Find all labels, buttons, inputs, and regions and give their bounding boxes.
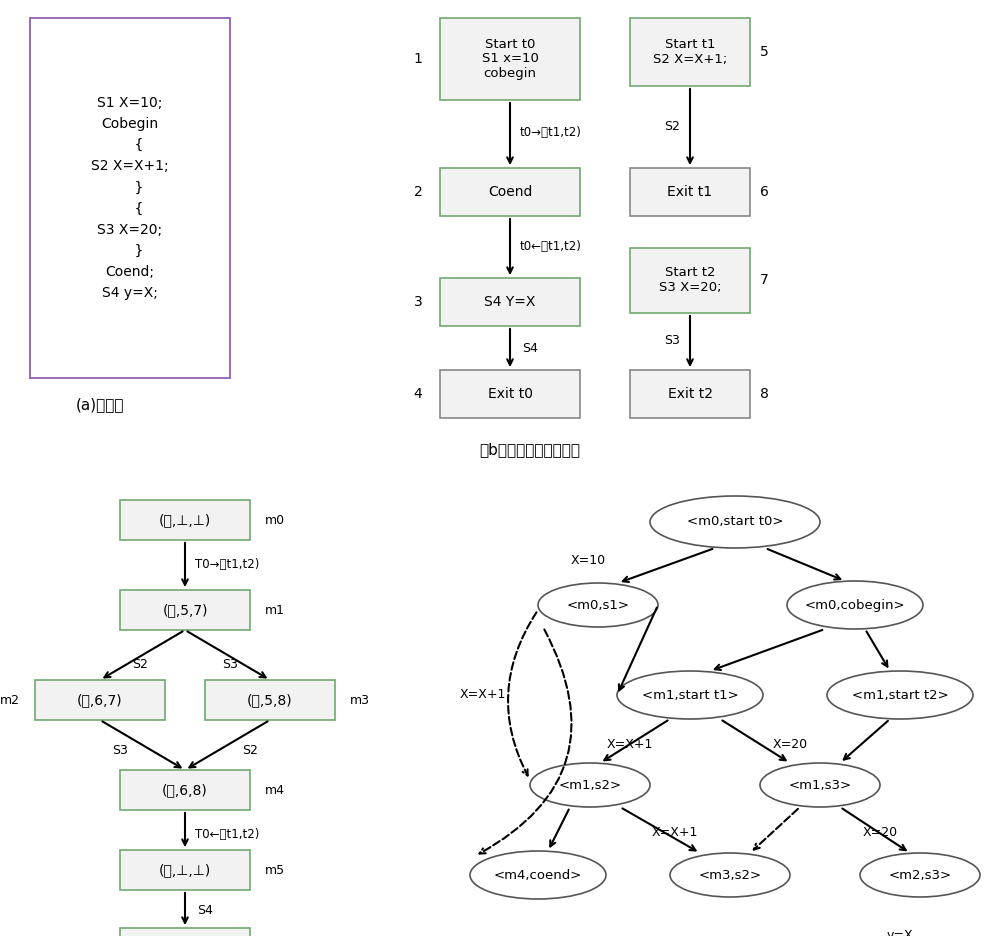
- Text: (２,6,7): (２,6,7): [77, 693, 123, 707]
- Text: S1 X=10;
Cobegin
    {
S2 X=X+1;
    }
    {
S3 X=20;
    }
Coend;
S4 y=X;: S1 X=10; Cobegin { S2 X=X+1; } { S3 X=20…: [91, 95, 169, 300]
- Text: S3: S3: [112, 743, 128, 756]
- Text: S4 Y=X: S4 Y=X: [484, 295, 536, 309]
- Text: Start t2
S3 X=20;: Start t2 S3 X=20;: [659, 267, 721, 295]
- Text: Coend: Coend: [488, 185, 532, 199]
- Text: (１,⊥,⊥): (１,⊥,⊥): [159, 513, 211, 527]
- Ellipse shape: [470, 851, 606, 899]
- Text: 4: 4: [414, 387, 422, 401]
- Text: <m0,cobegin>: <m0,cobegin>: [805, 598, 905, 611]
- Text: <m3,s2>: <m3,s2>: [698, 869, 762, 882]
- FancyBboxPatch shape: [630, 248, 750, 313]
- Text: Exit t1: Exit t1: [667, 185, 713, 199]
- Text: T0←（t1,t2): T0←（t1,t2): [195, 828, 259, 841]
- FancyBboxPatch shape: [120, 590, 250, 630]
- Text: y=X: y=X: [887, 929, 913, 936]
- Text: <m1,s2>: <m1,s2>: [558, 779, 622, 792]
- Text: 3: 3: [414, 295, 422, 309]
- Text: S3: S3: [222, 659, 238, 671]
- FancyBboxPatch shape: [440, 168, 580, 216]
- Text: X=20: X=20: [772, 739, 808, 752]
- Text: S2: S2: [242, 743, 258, 756]
- FancyBboxPatch shape: [35, 680, 165, 720]
- Ellipse shape: [670, 853, 790, 897]
- Text: m2: m2: [0, 694, 20, 707]
- Text: T0→（t1,t2): T0→（t1,t2): [195, 559, 259, 572]
- FancyBboxPatch shape: [120, 500, 250, 540]
- Text: X=X+1: X=X+1: [460, 689, 506, 701]
- Text: <m0,s1>: <m0,s1>: [566, 598, 630, 611]
- Text: <m1,s3>: <m1,s3>: [788, 779, 852, 792]
- Ellipse shape: [650, 496, 820, 548]
- Text: <m2,s3>: <m2,s3>: [888, 869, 952, 882]
- Text: (２,5,8): (２,5,8): [247, 693, 293, 707]
- Text: t0→（t1,t2): t0→（t1,t2): [520, 126, 582, 139]
- FancyBboxPatch shape: [30, 18, 230, 378]
- Text: m4: m4: [265, 783, 285, 797]
- Ellipse shape: [787, 581, 923, 629]
- Text: <m0,start t0>: <m0,start t0>: [687, 516, 783, 529]
- Ellipse shape: [530, 763, 650, 807]
- Text: (２,6,8): (２,6,8): [162, 783, 208, 797]
- FancyBboxPatch shape: [440, 278, 580, 326]
- FancyBboxPatch shape: [440, 370, 580, 418]
- Text: X=X+1: X=X+1: [652, 826, 698, 839]
- Text: （b）线程域交互示意图: （b）线程域交互示意图: [480, 443, 580, 458]
- Text: 2: 2: [414, 185, 422, 199]
- Ellipse shape: [538, 583, 658, 627]
- Text: m1: m1: [265, 604, 285, 617]
- Text: Start t1
S2 X=X+1;: Start t1 S2 X=X+1;: [653, 38, 727, 66]
- Ellipse shape: [860, 853, 980, 897]
- Text: (a)源程序: (a)源程序: [76, 398, 124, 413]
- Text: S4: S4: [522, 342, 538, 355]
- Text: Exit t2: Exit t2: [668, 387, 712, 401]
- Text: S3: S3: [664, 334, 680, 347]
- Text: 5: 5: [760, 45, 769, 59]
- Ellipse shape: [617, 671, 763, 719]
- Text: 8: 8: [760, 387, 769, 401]
- Text: m0: m0: [265, 514, 285, 526]
- Text: (３,⊥,⊥): (３,⊥,⊥): [159, 863, 211, 877]
- Text: 1: 1: [414, 52, 422, 66]
- Text: 7: 7: [760, 273, 769, 287]
- FancyBboxPatch shape: [120, 928, 250, 936]
- Text: m5: m5: [265, 864, 285, 876]
- FancyBboxPatch shape: [205, 680, 335, 720]
- Text: X=X+1: X=X+1: [607, 739, 653, 752]
- FancyBboxPatch shape: [120, 850, 250, 890]
- Text: (１,5,7): (１,5,7): [162, 603, 208, 617]
- Text: 6: 6: [760, 185, 769, 199]
- Text: X=10: X=10: [570, 553, 606, 566]
- Text: m3: m3: [350, 694, 370, 707]
- Ellipse shape: [760, 763, 880, 807]
- Text: S2: S2: [132, 659, 148, 671]
- FancyBboxPatch shape: [630, 370, 750, 418]
- FancyBboxPatch shape: [440, 18, 580, 100]
- Text: <m1,start t1>: <m1,start t1>: [642, 689, 738, 701]
- Text: S4: S4: [197, 903, 213, 916]
- Text: X=20: X=20: [862, 826, 898, 839]
- Text: <m1,start t2>: <m1,start t2>: [852, 689, 948, 701]
- Text: t0←（t1,t2): t0←（t1,t2): [520, 241, 582, 254]
- Text: S2: S2: [664, 121, 680, 134]
- FancyBboxPatch shape: [630, 18, 750, 86]
- Text: <m4,coend>: <m4,coend>: [494, 869, 582, 882]
- Text: Exit t0: Exit t0: [488, 387, 532, 401]
- FancyBboxPatch shape: [120, 770, 250, 810]
- Text: Start t0
S1 x=10
cobegin: Start t0 S1 x=10 cobegin: [482, 37, 538, 80]
- FancyBboxPatch shape: [630, 168, 750, 216]
- Ellipse shape: [827, 671, 973, 719]
